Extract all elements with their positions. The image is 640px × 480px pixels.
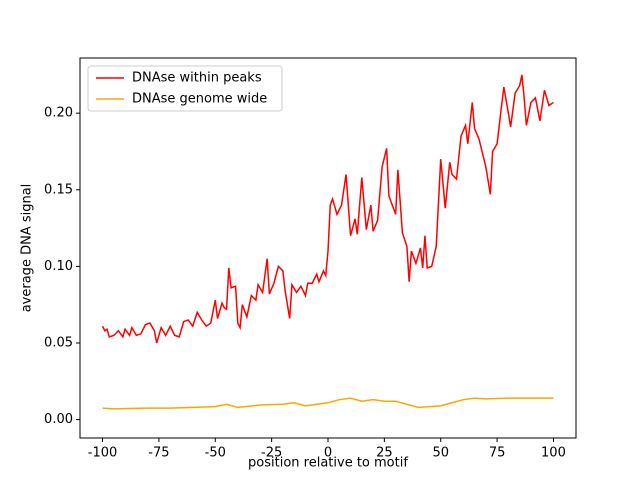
y-tick-label: 0.05 bbox=[44, 336, 73, 351]
data-line bbox=[102, 397, 554, 410]
legend-label: DNAse genome wide bbox=[132, 92, 267, 107]
plot-frame bbox=[79, 57, 577, 439]
x-tick-label: 50 bbox=[432, 446, 449, 461]
x-tick-label: -50 bbox=[205, 446, 226, 461]
y-axis-label: average DNA signal bbox=[20, 184, 35, 313]
y-tick-label: 0.10 bbox=[44, 259, 73, 274]
x-tick-label: 25 bbox=[376, 446, 393, 461]
y-tick-label: 0.00 bbox=[44, 412, 73, 427]
x-axis-label: position relative to motif bbox=[248, 456, 408, 471]
y-tick-label: 0.20 bbox=[44, 106, 73, 121]
x-tick-label: 75 bbox=[489, 446, 506, 461]
x-tick-label: 0 bbox=[324, 446, 332, 461]
y-tick-label: 0.15 bbox=[44, 182, 73, 197]
x-tick-label: -75 bbox=[148, 446, 169, 461]
x-tick-label: -25 bbox=[261, 446, 282, 461]
data-line bbox=[101, 74, 554, 344]
x-tick-label: 100 bbox=[541, 446, 566, 461]
legend-box bbox=[87, 65, 283, 112]
legend-label: DNAse within peaks bbox=[132, 71, 262, 86]
x-tick-label: -100 bbox=[88, 446, 118, 461]
